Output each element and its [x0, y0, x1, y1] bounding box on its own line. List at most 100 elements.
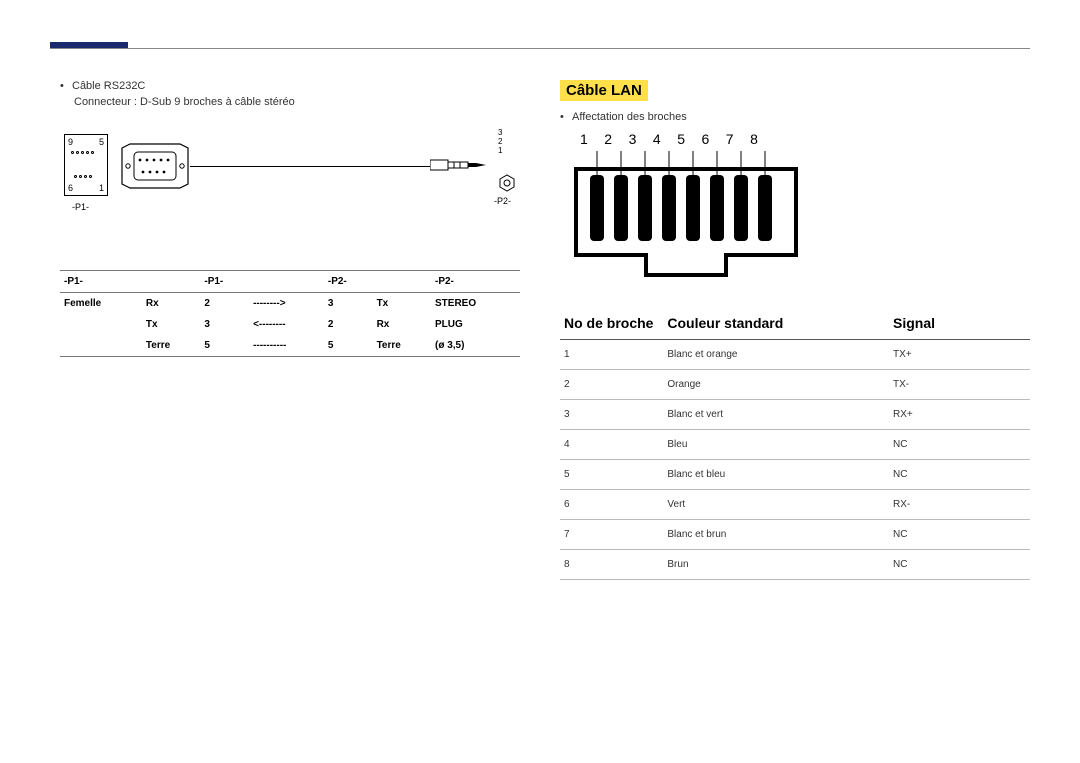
cell: RX+ — [889, 400, 1030, 430]
lan-table-row: 1 Blanc et orange TX+ — [560, 340, 1030, 370]
cell: NC — [889, 460, 1030, 490]
cell: RX- — [889, 490, 1030, 520]
lan-hdr-signal: Signal — [889, 307, 1030, 340]
rj45-pin-5: 5 — [677, 131, 685, 147]
hdr-p1b: -P1- — [200, 271, 249, 293]
lan-table-row: 6 Vert RX- — [560, 490, 1030, 520]
dsub-pin-br: 1 — [99, 183, 104, 193]
cell — [60, 314, 142, 335]
jack-num-3: 3 — [498, 128, 502, 137]
lan-table-row: 5 Blanc et bleu NC — [560, 460, 1030, 490]
cell: TX+ — [889, 340, 1030, 370]
cell: ---------- — [249, 335, 324, 357]
cell: <-------- — [249, 314, 324, 335]
lan-table-row: 8 Brun NC — [560, 550, 1030, 580]
cell: Tx — [142, 314, 200, 335]
cell: NC — [889, 430, 1030, 460]
pin-table-row: Terre 5 ---------- 5 Terre (ø 3,5) — [60, 335, 520, 357]
dsub-pin-tl: 9 — [68, 137, 73, 147]
lan-bullet-text: Affectation des broches — [572, 111, 687, 123]
hdr-blank2 — [249, 271, 324, 293]
cell: 2 — [324, 314, 373, 335]
rs232c-bullet-text: Câble RS232C — [72, 80, 145, 92]
rs232c-subline: Connecteur : D-Sub 9 broches à câble sté… — [74, 96, 520, 108]
rj45-pin-3: 3 — [629, 131, 637, 147]
rj45-pin-2: 2 — [604, 131, 612, 147]
hdr-p2b: -P2- — [431, 271, 520, 293]
cell: Femelle — [60, 293, 142, 315]
cell: 2 — [560, 370, 663, 400]
jack-num-1: 1 — [498, 146, 502, 155]
cell: 1 — [560, 340, 663, 370]
cell: PLUG — [431, 314, 520, 335]
lan-hdr-pin: No de broche — [560, 307, 663, 340]
jack-num-2: 2 — [498, 137, 502, 146]
cell: NC — [889, 520, 1030, 550]
pin-table-row: Tx 3 <-------- 2 Rx PLUG — [60, 314, 520, 335]
cell: Orange — [663, 370, 889, 400]
rs232c-diagram: 9 5 6 1 -P1- — [60, 120, 520, 260]
pin-table-header-row: -P1- -P1- -P2- -P2- — [60, 271, 520, 293]
cell: 6 — [560, 490, 663, 520]
cell: 5 — [324, 335, 373, 357]
jack-pin-numbers: 3 2 1 — [498, 128, 502, 155]
left-column: •Câble RS232C Connecteur : D-Sub 9 broch… — [60, 80, 520, 357]
cell: 5 — [200, 335, 249, 357]
cell: Tx — [373, 293, 431, 315]
cell: 3 — [324, 293, 373, 315]
lan-pin-table: No de broche Couleur standard Signal 1 B… — [560, 307, 1030, 580]
cell — [60, 335, 142, 357]
cell: Bleu — [663, 430, 889, 460]
hdr-p2a: -P2- — [324, 271, 373, 293]
cell: TX- — [889, 370, 1030, 400]
lan-table-header-row: No de broche Couleur standard Signal — [560, 307, 1030, 340]
cell: Rx — [373, 314, 431, 335]
rs232c-bullet: •Câble RS232C — [60, 80, 520, 92]
lan-table-row: 2 Orange TX- — [560, 370, 1030, 400]
cell: STEREO — [431, 293, 520, 315]
cell: (ø 3,5) — [431, 335, 520, 357]
right-column: Câble LAN •Affectation des broches 1 2 3… — [560, 80, 1030, 580]
rj45-pin-8: 8 — [750, 131, 758, 147]
cell: Blanc et brun — [663, 520, 889, 550]
dsub-pin-bl: 6 — [68, 183, 73, 193]
cell: 4 — [560, 430, 663, 460]
hdr-p1a: -P1- — [60, 271, 142, 293]
cell: Blanc et bleu — [663, 460, 889, 490]
rj45-pin-7: 7 — [726, 131, 734, 147]
dsub-connector-icon — [120, 142, 190, 190]
lan-hdr-color: Couleur standard — [663, 307, 889, 340]
rj45-pin-4: 4 — [653, 131, 661, 147]
cell: Rx — [142, 293, 200, 315]
dsub-pinbox: 9 5 6 1 — [64, 134, 108, 196]
p2-label: -P2- — [494, 196, 511, 206]
hdr-blank1 — [142, 271, 200, 293]
cell: --------> — [249, 293, 324, 315]
lan-table-row: 3 Blanc et vert RX+ — [560, 400, 1030, 430]
hex-nut-icon — [498, 174, 516, 192]
pin-table-row: Femelle Rx 2 --------> 3 Tx STEREO — [60, 293, 520, 315]
rj45-pin-6: 6 — [701, 131, 709, 147]
rs232c-pin-table: -P1- -P1- -P2- -P2- Femelle Rx 2 -------… — [60, 270, 520, 357]
p1-label: -P1- — [72, 202, 89, 212]
cell: Terre — [373, 335, 431, 357]
cell: Vert — [663, 490, 889, 520]
cell: NC — [889, 550, 1030, 580]
cell: 7 — [560, 520, 663, 550]
cell: 3 — [560, 400, 663, 430]
cell: Terre — [142, 335, 200, 357]
hdr-blank3 — [373, 271, 431, 293]
cell: 3 — [200, 314, 249, 335]
lan-section-title: Câble LAN — [560, 80, 648, 101]
cable-line-icon — [190, 164, 430, 168]
cell: 8 — [560, 550, 663, 580]
cell: Blanc et orange — [663, 340, 889, 370]
rj45-pin-1: 1 — [580, 131, 588, 147]
cell: 2 — [200, 293, 249, 315]
lan-bullet: •Affectation des broches — [560, 111, 1030, 123]
lan-table-row: 4 Bleu NC — [560, 430, 1030, 460]
rj45-pin-numbers: 1 2 3 4 5 6 7 8 — [580, 131, 758, 147]
stereo-jack-icon — [430, 156, 490, 174]
header-rule — [50, 48, 1030, 49]
rj45-diagram: 1 2 3 4 5 6 7 8 — [560, 131, 820, 291]
